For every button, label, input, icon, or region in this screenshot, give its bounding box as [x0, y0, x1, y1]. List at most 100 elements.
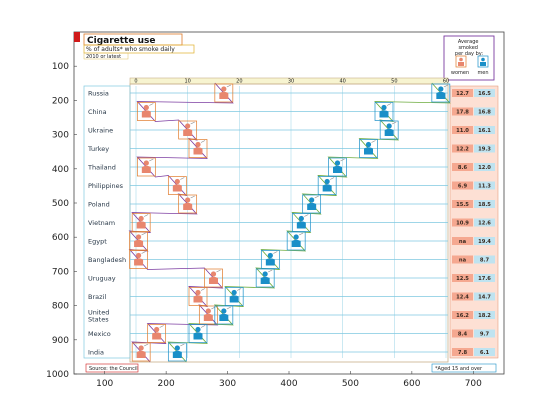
women-marker-frame: [204, 268, 223, 288]
women-marker-head: [195, 289, 201, 296]
x-tick-label: 300: [219, 379, 236, 389]
men-value-cell: [474, 107, 495, 116]
chart-subtitle-2: 2010 or latest: [86, 54, 121, 60]
women-marker-cigarette: [190, 121, 195, 125]
inner-x-tick-label: 60: [443, 79, 449, 85]
women-marker-body: [152, 332, 162, 340]
women-marker-head: [135, 234, 142, 240]
men-marker: [379, 120, 399, 140]
y-tick-label: 200: [52, 96, 69, 106]
women-marker-frame: [167, 176, 187, 195]
men-marker-head: [334, 160, 341, 166]
women-value: 17.8: [456, 110, 469, 116]
women-marker: [147, 324, 167, 343]
country-label-line: States: [88, 316, 109, 324]
men-marker-cigarette: [273, 251, 278, 254]
men-value: 9.7: [480, 332, 490, 338]
men-marker-cigarette: [268, 269, 273, 273]
men-marker-body: [291, 239, 301, 247]
women-marker-body: [193, 147, 203, 155]
women-marker-body: [134, 239, 144, 247]
men-marker-cigarette: [299, 232, 304, 236]
women-value: na: [459, 239, 467, 245]
country-label: Turkey: [87, 145, 109, 153]
women-marker-frame: [188, 287, 208, 306]
men-marker-body: [265, 258, 275, 266]
men-marker: [431, 83, 451, 103]
men-value: 18.2: [478, 313, 491, 319]
y-tick-label: 400: [52, 165, 69, 175]
men-marker-body: [322, 184, 332, 192]
women-marker-head: [135, 252, 142, 259]
subtitle-box: [83, 44, 195, 54]
men-marker-cigarette: [443, 84, 448, 88]
men-marker-head: [309, 197, 315, 203]
men-marker: [291, 213, 311, 232]
women-value: 8.4: [458, 332, 468, 338]
women-marker-cigarette: [200, 288, 206, 291]
women-value: 12.4: [456, 295, 469, 301]
men-marker-cigarette: [392, 121, 397, 125]
men-value: 19.4: [478, 239, 491, 245]
men-marker-head: [221, 308, 227, 314]
women-value: 7.8: [458, 350, 468, 356]
men-marker-body: [436, 91, 446, 99]
women-marker-cigarette: [190, 195, 195, 199]
y-tick-label: 900: [52, 336, 69, 346]
country-label: Bangladesh: [88, 256, 126, 264]
women-marker-cigarette: [141, 232, 146, 236]
x-tick-label: 600: [403, 379, 420, 389]
men-value-cell: [474, 255, 495, 264]
men-marker-cigarette: [200, 325, 206, 328]
women-marker-cigarette: [144, 214, 149, 217]
women-marker-body: [183, 202, 193, 210]
men-value: 19.3: [478, 147, 491, 153]
women-marker: [136, 157, 156, 177]
men-marker-body: [307, 202, 317, 210]
women-marker-head: [143, 104, 149, 111]
women-value: 6.9: [458, 184, 468, 190]
country-label: Egypt: [88, 238, 107, 246]
men-marker-frame: [328, 157, 347, 177]
corner-marker: [74, 32, 80, 42]
women-value-cell: [452, 126, 473, 134]
men-value-cell: [474, 292, 495, 301]
women-marker-body: [141, 110, 151, 118]
women-marker-frame: [178, 194, 198, 214]
men-marker-body: [260, 276, 270, 284]
women-marker: [129, 231, 148, 251]
women-value-cell: [452, 237, 473, 245]
women-marker-cigarette: [180, 177, 185, 180]
men-marker-body: [229, 295, 239, 303]
country-label: Russia: [88, 90, 109, 98]
x-tick-label: 100: [96, 379, 113, 389]
women-marker-body: [136, 221, 146, 229]
country-label: United States: [88, 309, 109, 324]
women-value-cell: [452, 181, 473, 190]
country-label: China: [88, 108, 107, 116]
legend-title-line-1: Average: [458, 39, 479, 45]
men-marker: [188, 324, 208, 343]
women-marker-head: [195, 141, 201, 148]
women-value-cell: [452, 311, 473, 319]
men-marker-head: [298, 215, 304, 222]
country-label: Mexico: [88, 330, 111, 338]
legend-men-icon-head: [481, 57, 485, 62]
men-marker: [214, 305, 234, 325]
men-value-cell: [474, 237, 495, 245]
women-marker-frame: [178, 120, 198, 140]
men-marker: [359, 139, 378, 158]
x-tick-label: 500: [342, 379, 359, 389]
women-value-cell: [452, 255, 473, 264]
source-box: [85, 363, 139, 373]
women-marker-cigarette: [200, 140, 206, 143]
men-marker: [167, 342, 187, 362]
women-marker: [188, 139, 208, 158]
men-value: 12.6: [478, 221, 491, 227]
women-value-cell: [452, 163, 473, 171]
country-label: Vietnam: [88, 219, 115, 227]
men-marker-cigarette: [330, 177, 335, 180]
men-marker-body: [384, 128, 394, 136]
women-value: 8.6: [458, 165, 468, 171]
women-marker-cigarette: [216, 269, 221, 273]
